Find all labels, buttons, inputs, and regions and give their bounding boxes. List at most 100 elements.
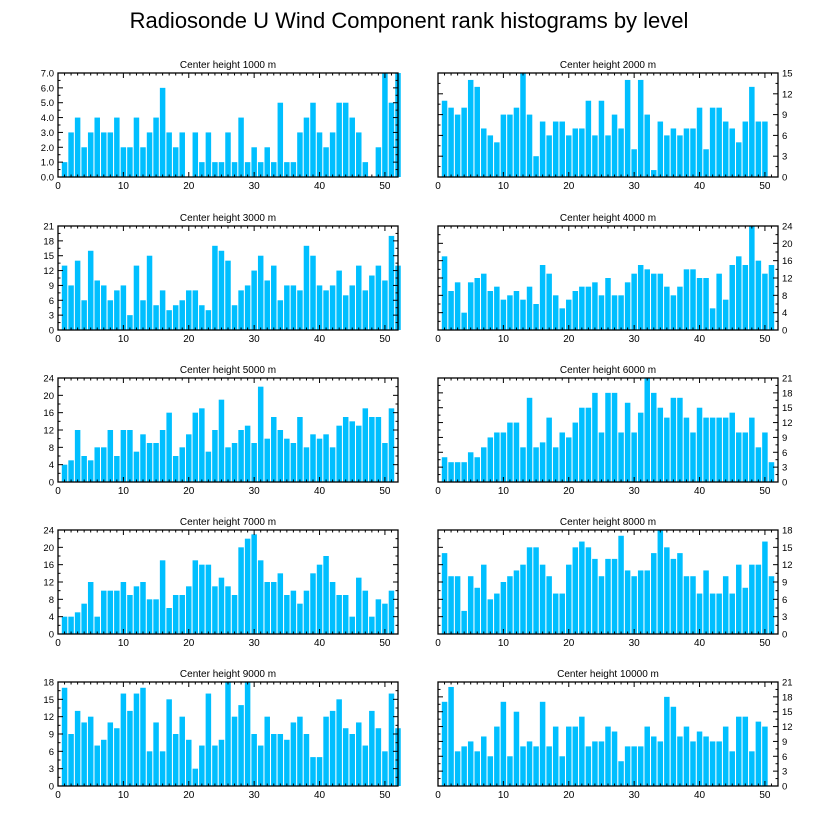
chart-panel: Center height 1000 m 0 10 20 30 40 50 0.0 1.0 2.0…	[41, 60, 401, 192]
histogram-bar	[172, 147, 179, 177]
histogram-bar	[716, 593, 722, 634]
histogram-bar	[716, 417, 722, 482]
histogram-bar	[81, 722, 87, 786]
histogram-bar	[592, 741, 598, 786]
histogram-bar	[362, 745, 369, 786]
histogram-bar	[598, 741, 605, 786]
histogram-bar	[127, 430, 133, 482]
histogram-bar	[454, 282, 461, 330]
histogram-bar	[199, 408, 205, 482]
histogram-bar	[696, 107, 703, 177]
histogram-bar	[500, 114, 507, 177]
histogram-bar	[546, 135, 552, 177]
histogram-bar	[140, 687, 146, 786]
x-tick-label: 30	[629, 638, 641, 649]
x-tick-label: 50	[379, 638, 391, 649]
histogram-bar	[461, 462, 467, 482]
histogram-bar	[336, 699, 342, 786]
histogram-bar	[729, 593, 735, 634]
y-tick-label: 3	[782, 767, 787, 778]
y-tick-label: 18	[43, 678, 54, 689]
histogram-bar	[336, 595, 342, 634]
histogram-bar	[192, 412, 199, 482]
histogram-bar	[481, 447, 487, 482]
histogram-bar	[277, 300, 284, 330]
histogram-bar	[231, 443, 238, 482]
histogram-bar	[277, 734, 284, 786]
histogram-bar	[369, 710, 375, 786]
histogram-bar	[310, 573, 316, 634]
histogram-bar	[552, 121, 559, 177]
histogram-bar	[690, 741, 696, 786]
histogram-bar	[539, 564, 546, 634]
histogram-bar	[618, 535, 624, 634]
histogram-bar	[382, 603, 388, 634]
y-tick-label: 0	[782, 326, 787, 337]
histogram-bar	[107, 430, 114, 482]
histogram-bar	[166, 310, 172, 330]
histogram-bar	[388, 102, 395, 177]
histogram-bar	[448, 462, 454, 482]
x-tick-label: 50	[379, 334, 391, 345]
y-tick-label: 12	[43, 578, 54, 589]
histogram-bar	[474, 278, 480, 330]
histogram-bar	[212, 430, 218, 482]
histogram-bar	[559, 121, 565, 177]
y-tick-label: 9	[49, 730, 54, 741]
histogram-bar	[231, 305, 238, 330]
x-tick-label: 0	[435, 638, 441, 649]
histogram-bar	[670, 295, 677, 330]
histogram-bar	[329, 582, 336, 634]
histogram-bar	[709, 107, 716, 177]
histogram-bar	[762, 541, 768, 634]
y-tick-label: 2.0	[41, 143, 54, 154]
histogram-bar	[186, 290, 192, 330]
panel-title: Center height 1000 m	[180, 60, 276, 71]
histogram-bar	[657, 407, 664, 482]
histogram-bar	[644, 726, 650, 786]
x-tick-label: 0	[55, 334, 61, 345]
histogram-bar	[120, 285, 127, 330]
x-tick-label: 40	[314, 790, 326, 801]
histogram-bar	[388, 408, 395, 482]
x-tick-label: 10	[498, 790, 510, 801]
histogram-bar	[192, 768, 199, 786]
histogram-bar	[81, 147, 87, 177]
histogram-bar	[356, 425, 362, 482]
histogram-bar	[297, 132, 303, 177]
histogram-bar	[153, 599, 159, 634]
histogram-bar	[238, 430, 244, 482]
y-tick-label: 15	[43, 251, 54, 262]
chart-panel: Center height 7000 m 0 10 20 30 40 50 0 4 8 12 16 20…	[43, 517, 399, 649]
histogram-bar	[172, 595, 179, 634]
y-tick-label: 4.0	[41, 113, 54, 124]
histogram-bar	[101, 447, 107, 482]
histogram-bar	[722, 726, 729, 786]
histogram-bar	[441, 553, 448, 634]
histogram-bar	[611, 558, 618, 634]
histogram-bar	[487, 756, 494, 786]
y-tick-label: 15	[782, 543, 793, 554]
y-tick-label: 6	[782, 131, 787, 142]
histogram-bar	[546, 273, 552, 330]
y-tick-label: 0	[782, 782, 787, 793]
histogram-bar	[441, 256, 448, 330]
histogram-bar	[736, 432, 742, 482]
y-tick-label: 24	[43, 374, 54, 385]
histogram-bar	[81, 603, 87, 634]
x-tick-label: 0	[435, 486, 441, 497]
histogram-bar	[382, 443, 388, 482]
panel-title: Center height 4000 m	[560, 213, 656, 224]
histogram-bar	[618, 761, 624, 786]
histogram-bar	[120, 582, 127, 634]
x-tick-label: 40	[694, 486, 706, 497]
histogram-bar	[552, 295, 559, 330]
histogram-bar	[572, 726, 579, 786]
histogram-bar	[172, 305, 179, 330]
histogram-bar	[140, 434, 146, 482]
y-tick-label: 5.0	[41, 98, 54, 109]
histogram-bar	[651, 273, 657, 330]
histogram-bar	[159, 751, 166, 786]
histogram-bar	[651, 170, 657, 177]
histogram-bar	[349, 616, 355, 634]
